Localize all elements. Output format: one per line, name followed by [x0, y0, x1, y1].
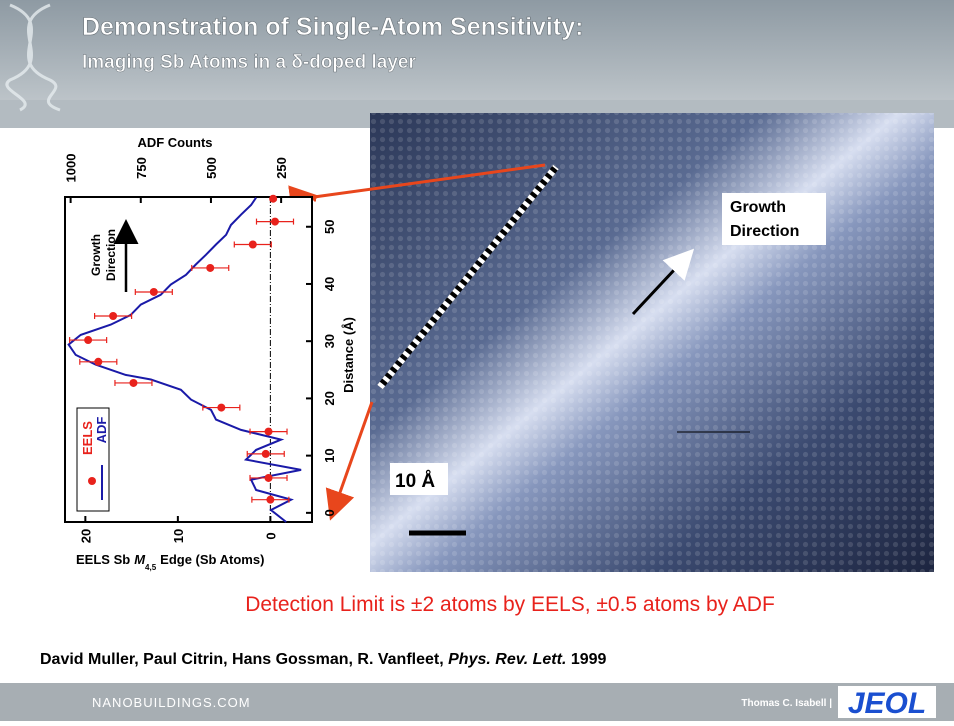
image-lattice: [370, 113, 934, 572]
eels-tick-label: 0: [263, 532, 278, 539]
caption: Detection Limit is ±2 atoms by EELS, ±0.…: [245, 593, 775, 616]
distance-tick-label: 10: [322, 448, 337, 462]
subtitle: Imaging Sb Atoms in a δ-doped layer: [82, 52, 416, 73]
adf-tick-label: 250: [274, 157, 289, 179]
footer-author: Thomas C. Isabell |: [741, 698, 832, 709]
eels-point: [84, 336, 93, 345]
distance-axis-label: Distance (Å): [341, 317, 356, 393]
legend-box: [76, 407, 110, 512]
eels-axis-label: EELS Sb M4,5Edge (Sb Atoms): [76, 552, 264, 572]
eels-point: [149, 287, 158, 296]
citation: David Muller, Paul Citrin, Hans Gossman,…: [40, 651, 607, 668]
chart-annotation: Growth: [89, 234, 103, 276]
eels-tick-label: 10: [171, 529, 186, 543]
eels-point: [269, 194, 278, 203]
distance-tick-label: 40: [322, 277, 337, 291]
adf-tick-label: 750: [134, 157, 149, 179]
eels-label-subscript: 4,5: [145, 563, 157, 572]
chart-annotation: Direction: [104, 229, 118, 281]
eels-label-symbol: M: [134, 552, 146, 567]
footer-site: NANOBUILDINGS.COM: [92, 695, 251, 710]
eels-point: [261, 449, 270, 458]
top-axis-label: ADF Counts: [137, 135, 212, 150]
eels-tick-label: 20: [78, 529, 93, 543]
distance-tick-label: 20: [322, 391, 337, 405]
adf-tick-label: 500: [204, 157, 219, 179]
chart: 0 10 20 30 40 50 20 10 0 1000 750 500 250 ADF Counts D…: [64, 135, 356, 572]
legend-label: ADF: [94, 417, 109, 444]
eels-point: [264, 427, 273, 436]
annotation-box: [722, 193, 826, 245]
pointer-arrow: [325, 401, 374, 521]
adf-tick-label: 1000: [64, 154, 79, 183]
eels-point: [248, 240, 257, 249]
microscope-image: Growth Direction 10 Å: [370, 113, 934, 572]
eels-point: [266, 495, 275, 504]
eels-label-prefix: EELS Sb: [76, 552, 130, 567]
logo-box: [838, 686, 936, 718]
image-annotation: Growth: [730, 199, 786, 216]
title: Demonstration of Single-Atom Sensitivity…: [82, 13, 583, 41]
eels-point: [94, 357, 103, 366]
distance-tick-label: 50: [322, 220, 337, 234]
scale-label: 10 Å: [395, 471, 435, 492]
growth-arrow: [631, 248, 695, 316]
eels-point: [264, 473, 273, 482]
eels-point: [206, 263, 215, 272]
eels-point: [270, 217, 279, 226]
eels-label-suffix: Edge (Sb Atoms): [160, 552, 264, 567]
eels-point: [109, 312, 118, 321]
legend-label: EELS: [80, 421, 95, 455]
citation-authors: David Muller, Paul Citrin, Hans Gossman,…: [40, 651, 444, 668]
distance-tick-label: 30: [322, 334, 337, 348]
distance-tick-label: 0: [322, 509, 337, 516]
pointer-arrow: [288, 163, 546, 216]
legend-marker: [88, 477, 96, 485]
adf-line: [67, 197, 302, 523]
scale-box: [390, 463, 448, 495]
logo: JEOL: [848, 687, 926, 720]
eels-point: [217, 403, 226, 412]
footer-band: [0, 683, 954, 721]
dotted-line: [377, 164, 559, 390]
image-annotation: Direction: [730, 223, 799, 240]
citation-year: 1999: [571, 651, 607, 668]
eels-point: [129, 378, 138, 387]
dna-icon: [5, 3, 61, 112]
citation-journal: Phys. Rev. Lett.: [448, 651, 566, 668]
